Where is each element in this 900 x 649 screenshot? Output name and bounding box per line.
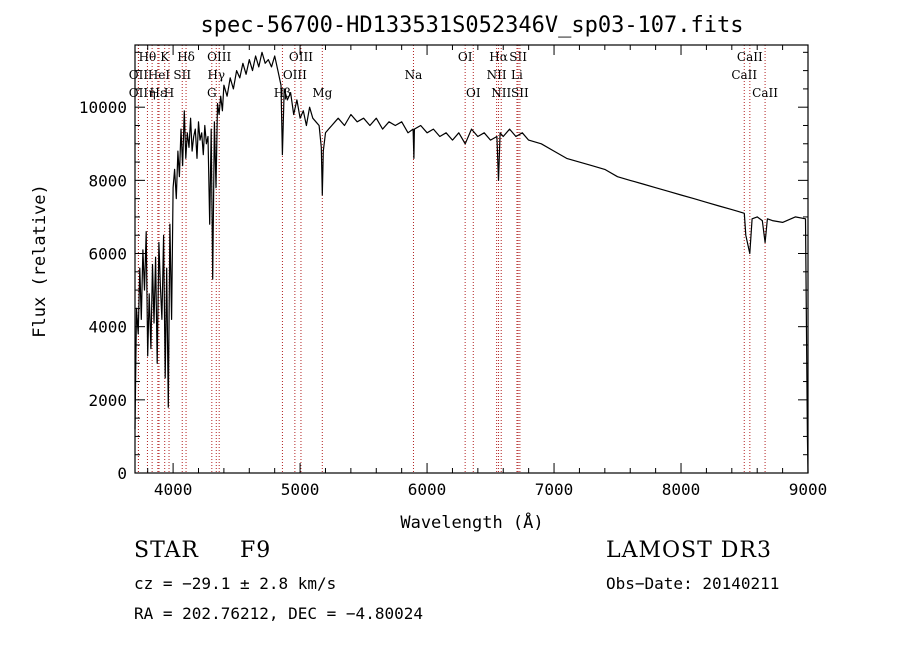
y-tick-label: 6000: [88, 245, 127, 264]
spectral-line-label: K: [160, 50, 170, 64]
y-axis-label: Flux (relative): [30, 184, 50, 338]
axes: 4000 5000 6000 7000 8000 9000 0 2000 4000 6000 800…: [79, 44, 828, 499]
y-tick-label: 0: [117, 464, 127, 483]
flux-series-line: [134, 51, 809, 474]
chart-title: spec-56700-HD133531S052346V_sp03-107.fit…: [200, 13, 743, 38]
spectral-line-label: SII: [509, 50, 527, 64]
spectral-line-label: Li: [511, 68, 523, 82]
y-tick-label: 2000: [88, 391, 127, 410]
spectral-line-label: OIII: [289, 50, 313, 64]
x-tick-label: 8000: [662, 480, 701, 499]
spectral-line-label: OIII: [283, 68, 307, 82]
spectral-line-label: Na: [405, 68, 423, 82]
y-tick-label: 10000: [79, 98, 127, 117]
x-tick-label: 6000: [408, 480, 447, 499]
spectral-line-label: η: [149, 86, 156, 100]
spectral-line-label: CaII: [737, 50, 763, 64]
x-tick-label: 9000: [789, 480, 828, 499]
spectral-line-label: NII: [487, 68, 507, 82]
x-tick-label: 7000: [535, 480, 574, 499]
spectral-line-label: H: [164, 86, 174, 100]
spectral-line-label: G: [207, 86, 217, 100]
spectral-line-label: OI: [466, 86, 481, 100]
spectral-line-label: OI: [458, 50, 473, 64]
object-class: STAR: [134, 538, 199, 563]
spectral-line-label: NII: [491, 86, 511, 100]
x-axis-label: Wavelength (Å): [400, 511, 543, 533]
x-tick-label: 4000: [154, 480, 193, 499]
y-tick-label: 8000: [88, 171, 127, 190]
x-tick-label: 5000: [281, 480, 320, 499]
redshift-velocity: cz = −29.1 ± 2.8 km/s: [134, 574, 337, 593]
spectral-line-label: CaII: [752, 86, 778, 100]
y-tick-label: 4000: [88, 318, 127, 337]
spectral-line-label: Hε: [150, 86, 167, 100]
plot-frame: [134, 44, 809, 474]
spectral-line-label: OIII: [207, 50, 231, 64]
observation-date: Obs−Date: 20140211: [606, 574, 780, 593]
spectral-line-label: Hγ: [207, 68, 225, 82]
spectral-line-label: HeI: [148, 68, 171, 82]
flux-series: [134, 51, 809, 474]
spectral-line-label: SII: [173, 68, 191, 82]
spectral-line-label: Hα: [489, 50, 508, 64]
spectral-line-label: CaII: [731, 68, 757, 82]
survey-name: LAMOST DR3: [606, 538, 772, 563]
coordinates: RA = 202.76212, DEC = −4.80024: [134, 604, 423, 623]
spectral-line-label: OII: [129, 86, 149, 100]
spectral-line-label: Hθ: [139, 50, 157, 64]
spectral-line-label: SII: [511, 86, 529, 100]
spectral-line-label: Hδ: [177, 50, 195, 64]
spectral-line-label: Mg: [312, 86, 332, 100]
object-subclass: F9: [240, 538, 272, 563]
